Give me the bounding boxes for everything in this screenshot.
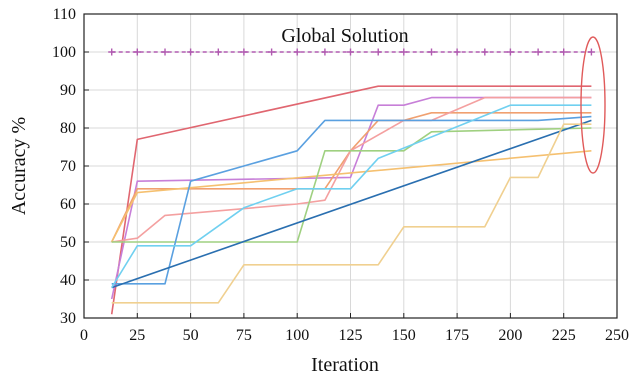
highlight-ellipse	[580, 36, 606, 174]
series-point-marker	[214, 48, 222, 56]
series-point-marker	[268, 48, 276, 56]
x-tick-label: 225	[552, 327, 576, 344]
x-tick-labels: 0 25 50 75 100 125 150 175 200 225 250	[80, 327, 629, 344]
x-tick-label: 0	[80, 327, 88, 344]
y-tick-label: 70	[60, 158, 76, 175]
series-line-3	[110, 96, 592, 300]
x-tick-label: 250	[605, 327, 629, 344]
series-point-marker	[506, 48, 514, 56]
axis-ticks	[83, 13, 618, 319]
y-axis-title: Accuracy %	[8, 117, 30, 215]
y-tick-label: 100	[52, 44, 76, 61]
series-point-marker	[400, 48, 408, 56]
annotation-global-solution: Global Solution	[281, 25, 408, 47]
series-point-marker	[374, 48, 382, 56]
series-point-marker	[481, 48, 489, 56]
series-line-10	[111, 104, 592, 289]
series-line-7	[111, 127, 592, 243]
series-point-marker	[108, 48, 116, 56]
y-tick-labels: 30 40 50 60 70 80 90 100 110	[52, 6, 76, 327]
y-tick-label: 60	[60, 196, 76, 213]
series-point-marker	[428, 48, 436, 56]
x-tick-label: 25	[129, 327, 145, 344]
series-line-2	[110, 85, 592, 315]
x-tick-label: 125	[339, 327, 363, 344]
x-tick-label: 75	[236, 327, 252, 344]
y-tick-label: 50	[60, 234, 76, 251]
series-point-marker	[587, 48, 595, 56]
y-tick-label: 30	[60, 310, 76, 327]
series-point-marker	[560, 48, 568, 56]
series-point-marker	[240, 48, 248, 56]
y-tick-label: 40	[60, 272, 76, 289]
series-line-5	[111, 96, 592, 243]
x-tick-label: 150	[392, 327, 416, 344]
series-layer	[108, 48, 595, 315]
series-line-6	[110, 150, 592, 243]
series-point-marker	[453, 48, 461, 56]
y-tick-label: 80	[60, 120, 76, 137]
series-point-marker	[321, 48, 329, 56]
series-point-marker	[133, 48, 141, 56]
series-point-marker	[534, 48, 542, 56]
x-tick-label: 175	[445, 327, 469, 344]
y-tick-label: 110	[53, 6, 76, 23]
series-point-marker	[187, 48, 195, 56]
series-point-marker	[293, 48, 301, 56]
y-tick-label: 90	[60, 82, 76, 99]
series-line-9	[111, 119, 592, 289]
series-line-11	[111, 123, 592, 304]
x-axis-title: Iteration	[311, 354, 379, 376]
x-tick-label: 200	[498, 327, 522, 344]
series-point-marker	[347, 48, 354, 56]
x-tick-label: 100	[285, 327, 309, 344]
series-point-marker	[161, 48, 169, 56]
x-tick-label: 50	[183, 327, 199, 344]
